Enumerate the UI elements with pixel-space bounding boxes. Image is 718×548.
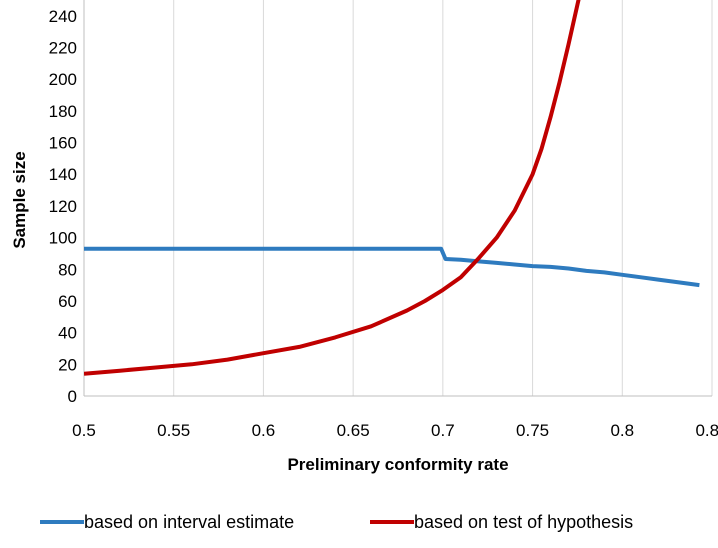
x-axis-title: Preliminary conformity rate — [287, 455, 508, 474]
axes — [83, 0, 712, 397]
legend-label-0: based on interval estimate — [84, 512, 294, 532]
series-line-1 — [84, 0, 581, 376]
x-tick-labels: 0.5 0.55 0.6 0.65 0.7 0.75 0.8 0.85 — [72, 421, 718, 440]
x-tick-label: 0.65 — [337, 421, 370, 440]
legend-label-1: based on test of hypothesis — [414, 512, 633, 532]
x-tick-label: 0.55 — [157, 421, 190, 440]
x-tick-label: 0.7 — [431, 421, 455, 440]
y-tick-label: 20 — [58, 355, 77, 374]
legend: based on interval estimate based on test … — [40, 512, 633, 532]
vertical-gridlines — [173, 0, 713, 396]
y-tick-label: 220 — [49, 39, 77, 58]
y-tick-label: 80 — [58, 260, 77, 279]
y-tick-label: 140 — [49, 165, 77, 184]
y-tick-label: 240 — [49, 7, 77, 26]
y-tick-label: 160 — [49, 134, 77, 153]
x-tick-label: 0.6 — [252, 421, 276, 440]
y-tick-label: 40 — [58, 324, 77, 343]
y-tick-label: 60 — [58, 292, 77, 311]
x-tick-label: 0.85 — [695, 421, 718, 440]
y-tick-label: 0 — [68, 387, 77, 406]
x-tick-label: 0.5 — [72, 421, 96, 440]
x-tick-label: 0.75 — [516, 421, 549, 440]
y-tick-label: 180 — [49, 102, 77, 121]
y-tick-label: 120 — [49, 197, 77, 216]
series-lines — [84, 0, 700, 376]
series-line-0 — [84, 246, 700, 288]
y-tick-labels: 0 20 40 60 80 100 120 140 160 180 200 220 240 — [49, 7, 77, 406]
y-axis-title: Sample size — [10, 151, 29, 248]
y-tick-label: 100 — [49, 229, 77, 248]
x-tick-label: 0.8 — [610, 421, 634, 440]
y-tick-label: 200 — [49, 70, 77, 89]
